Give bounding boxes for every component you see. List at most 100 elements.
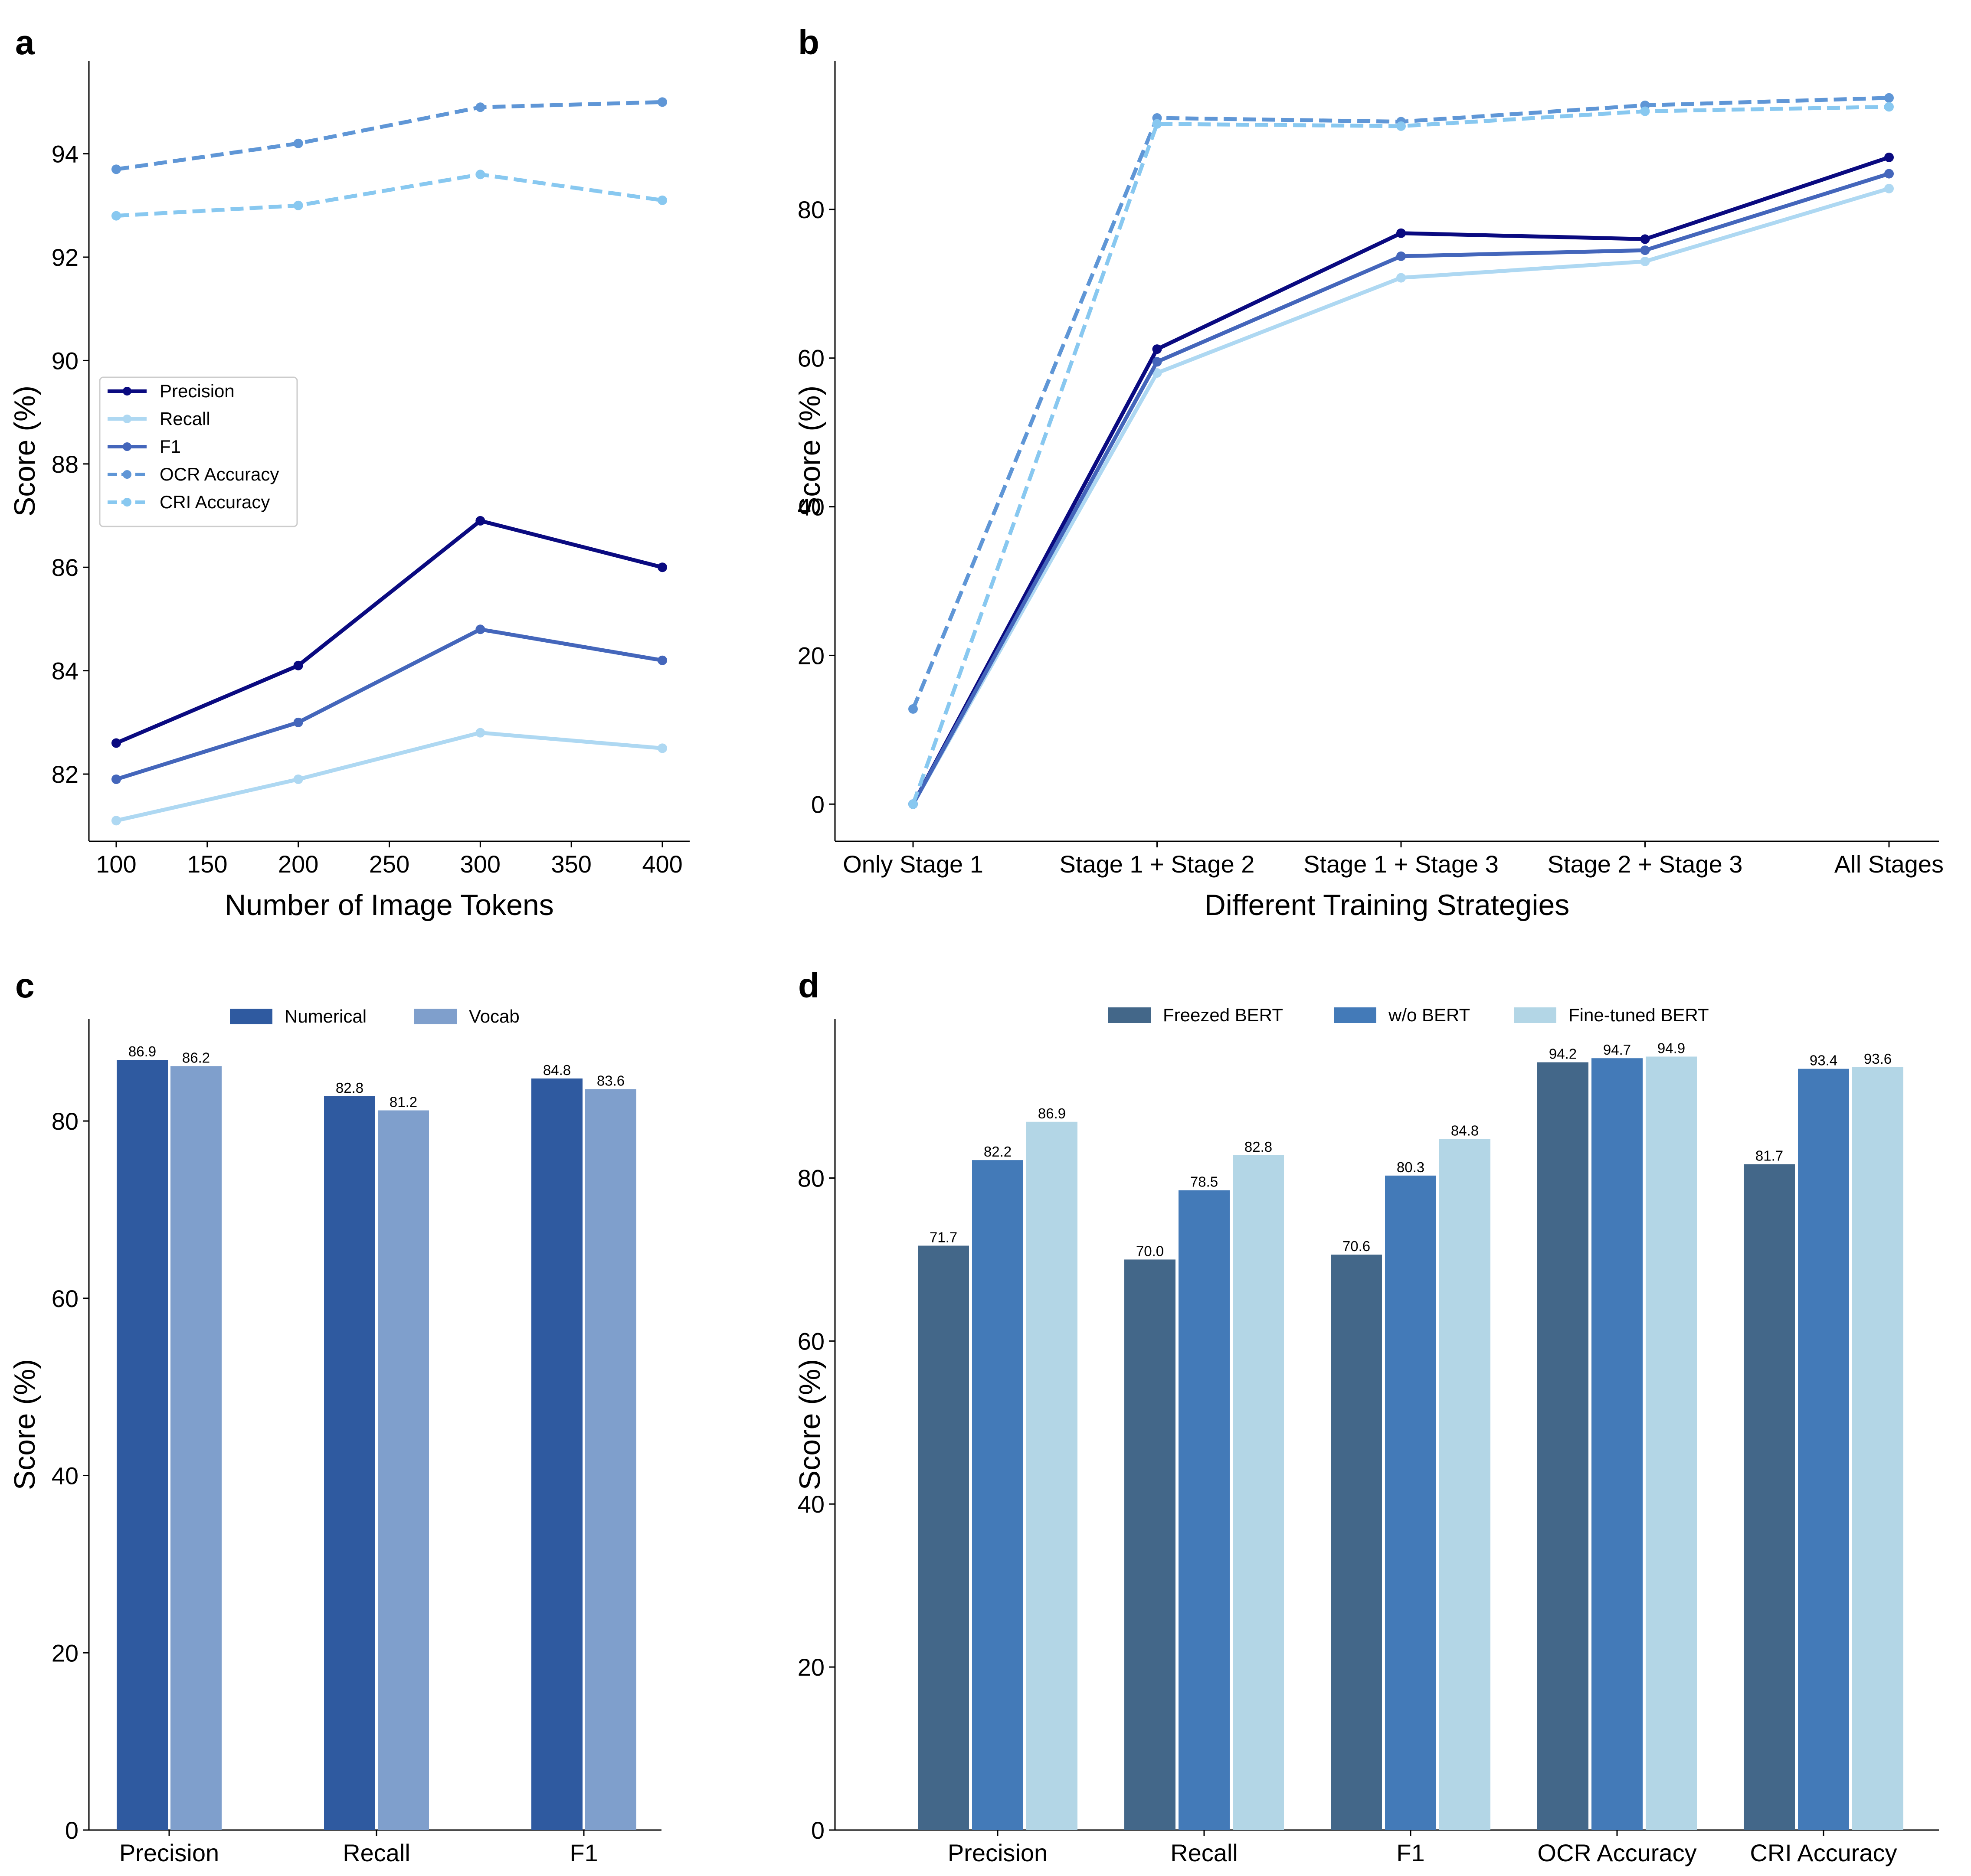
data-point-precision bbox=[1884, 152, 1894, 162]
y-tick-label: 20 bbox=[52, 1639, 79, 1667]
data-point-precision bbox=[1396, 228, 1406, 238]
bar-vocab-f1 bbox=[585, 1089, 636, 1830]
bar-vocab-precision bbox=[170, 1066, 222, 1830]
legend-label-cri-accuracy: CRI Accuracy bbox=[160, 492, 270, 512]
y-tick-label: 0 bbox=[811, 1817, 825, 1844]
y-tick-label: 94 bbox=[52, 141, 79, 168]
data-point-recall bbox=[658, 743, 668, 753]
legend-marker-f1 bbox=[123, 442, 131, 451]
x-tick-label-precision: Precision bbox=[948, 1839, 1048, 1866]
bar-w-o-bert-f1 bbox=[1385, 1175, 1436, 1830]
data-point-cri-accuracy bbox=[658, 195, 668, 205]
legend-swatch-freezed-bert bbox=[1108, 1007, 1151, 1023]
data-point-recall bbox=[475, 728, 485, 738]
bar-fine-tuned-bert-f1 bbox=[1439, 1139, 1490, 1830]
bar-fine-tuned-bert-recall bbox=[1233, 1155, 1284, 1830]
y-tick-label: 0 bbox=[65, 1817, 79, 1844]
data-point-cri-accuracy bbox=[908, 799, 918, 809]
y-axis-label: Score (%) bbox=[8, 386, 41, 516]
bar-value-label: 82.8 bbox=[336, 1080, 363, 1096]
bar-w-o-bert-recall bbox=[1179, 1190, 1230, 1830]
data-point-ocr-accuracy bbox=[475, 102, 485, 112]
data-point-ocr-accuracy bbox=[658, 97, 668, 107]
x-tick-label: 400 bbox=[642, 850, 682, 878]
y-tick-label: 20 bbox=[798, 1654, 825, 1681]
data-point-recall bbox=[1152, 368, 1162, 378]
data-point-cri-accuracy bbox=[1640, 106, 1650, 116]
data-point-f1 bbox=[1884, 169, 1894, 179]
x-tick-label: Stage 2 + Stage 3 bbox=[1548, 850, 1743, 878]
panel-letter: d bbox=[798, 966, 819, 1005]
data-point-precision bbox=[111, 738, 121, 748]
bar-value-label: 94.9 bbox=[1657, 1040, 1685, 1056]
bar-value-label: 84.8 bbox=[543, 1062, 571, 1078]
data-point-cri-accuracy bbox=[293, 200, 303, 210]
x-axis-label: Number of Image Tokens bbox=[225, 889, 553, 922]
bar-vocab-recall bbox=[378, 1110, 429, 1830]
legend-label-fine-tuned-bert: Fine-tuned BERT bbox=[1568, 1005, 1709, 1025]
bar-numerical-f1 bbox=[531, 1078, 583, 1830]
data-point-cri-accuracy bbox=[1152, 119, 1162, 129]
x-tick-label: 100 bbox=[96, 850, 136, 878]
legend-marker-cri-accuracy bbox=[123, 498, 131, 507]
data-point-recall bbox=[1396, 273, 1406, 283]
legend-box bbox=[99, 376, 298, 527]
x-tick-label: Stage 1 + Stage 2 bbox=[1060, 850, 1255, 878]
y-tick-label: 88 bbox=[52, 451, 79, 478]
legend-label-numerical: Numerical bbox=[285, 1006, 367, 1026]
x-tick-label-f1: F1 bbox=[1396, 1839, 1424, 1866]
y-tick-label: 40 bbox=[798, 1490, 825, 1518]
legend-marker-precision bbox=[123, 387, 131, 395]
y-tick-label: 0 bbox=[811, 791, 825, 818]
data-point-f1 bbox=[293, 717, 303, 727]
bar-w-o-bert-precision bbox=[972, 1160, 1023, 1830]
series-line-precision bbox=[115, 519, 663, 745]
bar-value-label: 94.7 bbox=[1603, 1042, 1631, 1058]
y-tick-label: 20 bbox=[798, 642, 825, 669]
bar-value-label: 93.6 bbox=[1864, 1051, 1892, 1067]
bar-value-label: 82.2 bbox=[984, 1144, 1012, 1160]
bar-value-label: 86.2 bbox=[182, 1049, 210, 1065]
data-point-f1 bbox=[658, 655, 668, 665]
bar-numerical-recall bbox=[324, 1096, 375, 1830]
data-point-recall bbox=[1640, 256, 1650, 266]
panel-c-bar-chart: c 0 20 40 60 80 Score (%) Precision 86.9 86.2 Reca… bbox=[8, 966, 661, 1866]
bar-fine-tuned-bert-precision bbox=[1026, 1121, 1077, 1830]
legend-label-ocr-accuracy: OCR Accuracy bbox=[160, 464, 279, 484]
bar-freezed-bert-cri-accuracy bbox=[1744, 1164, 1795, 1830]
panel-letter: b bbox=[798, 23, 819, 62]
bar-value-label: 83.6 bbox=[597, 1072, 625, 1088]
y-axis-label: Score (%) bbox=[793, 386, 826, 516]
legend-label-precision: Precision bbox=[160, 381, 235, 401]
bar-value-label: 80.3 bbox=[1397, 1159, 1424, 1175]
data-point-f1 bbox=[111, 774, 121, 784]
bar-value-label: 86.9 bbox=[128, 1043, 156, 1059]
x-tick-label: Stage 1 + Stage 3 bbox=[1303, 850, 1499, 878]
y-axis-label: Score (%) bbox=[793, 1359, 826, 1490]
series-line-cri-accuracy bbox=[116, 172, 663, 218]
bar-value-label: 86.9 bbox=[1038, 1105, 1066, 1121]
x-tick-label: 300 bbox=[460, 850, 501, 878]
series-line-recall bbox=[115, 731, 663, 823]
y-tick-label: 86 bbox=[52, 554, 79, 581]
y-tick-label: 60 bbox=[798, 1327, 825, 1355]
legend-swatch-numerical bbox=[230, 1009, 272, 1024]
y-tick-label: 84 bbox=[52, 657, 79, 685]
bar-value-label: 71.7 bbox=[930, 1229, 957, 1245]
bar-fine-tuned-bert-cri-accuracy bbox=[1852, 1067, 1903, 1830]
data-point-ocr-accuracy bbox=[1884, 93, 1894, 103]
data-point-recall bbox=[293, 774, 303, 784]
data-point-ocr-accuracy bbox=[293, 138, 303, 148]
data-point-cri-accuracy bbox=[1884, 102, 1894, 112]
series-line-ocr-accuracy bbox=[116, 100, 663, 171]
data-point-cri-accuracy bbox=[1396, 121, 1406, 131]
bar-numerical-precision bbox=[117, 1060, 168, 1830]
legend-swatch-w-o-bert bbox=[1334, 1007, 1376, 1023]
legend-marker-ocr-accuracy bbox=[123, 470, 131, 479]
y-tick-label: 80 bbox=[52, 1108, 79, 1135]
data-point-f1 bbox=[1396, 251, 1406, 261]
x-tick-label: 200 bbox=[278, 850, 318, 878]
bar-value-label: 93.4 bbox=[1810, 1052, 1837, 1069]
data-point-precision bbox=[658, 562, 668, 572]
bar-fine-tuned-bert-ocr-accuracy bbox=[1646, 1056, 1697, 1830]
